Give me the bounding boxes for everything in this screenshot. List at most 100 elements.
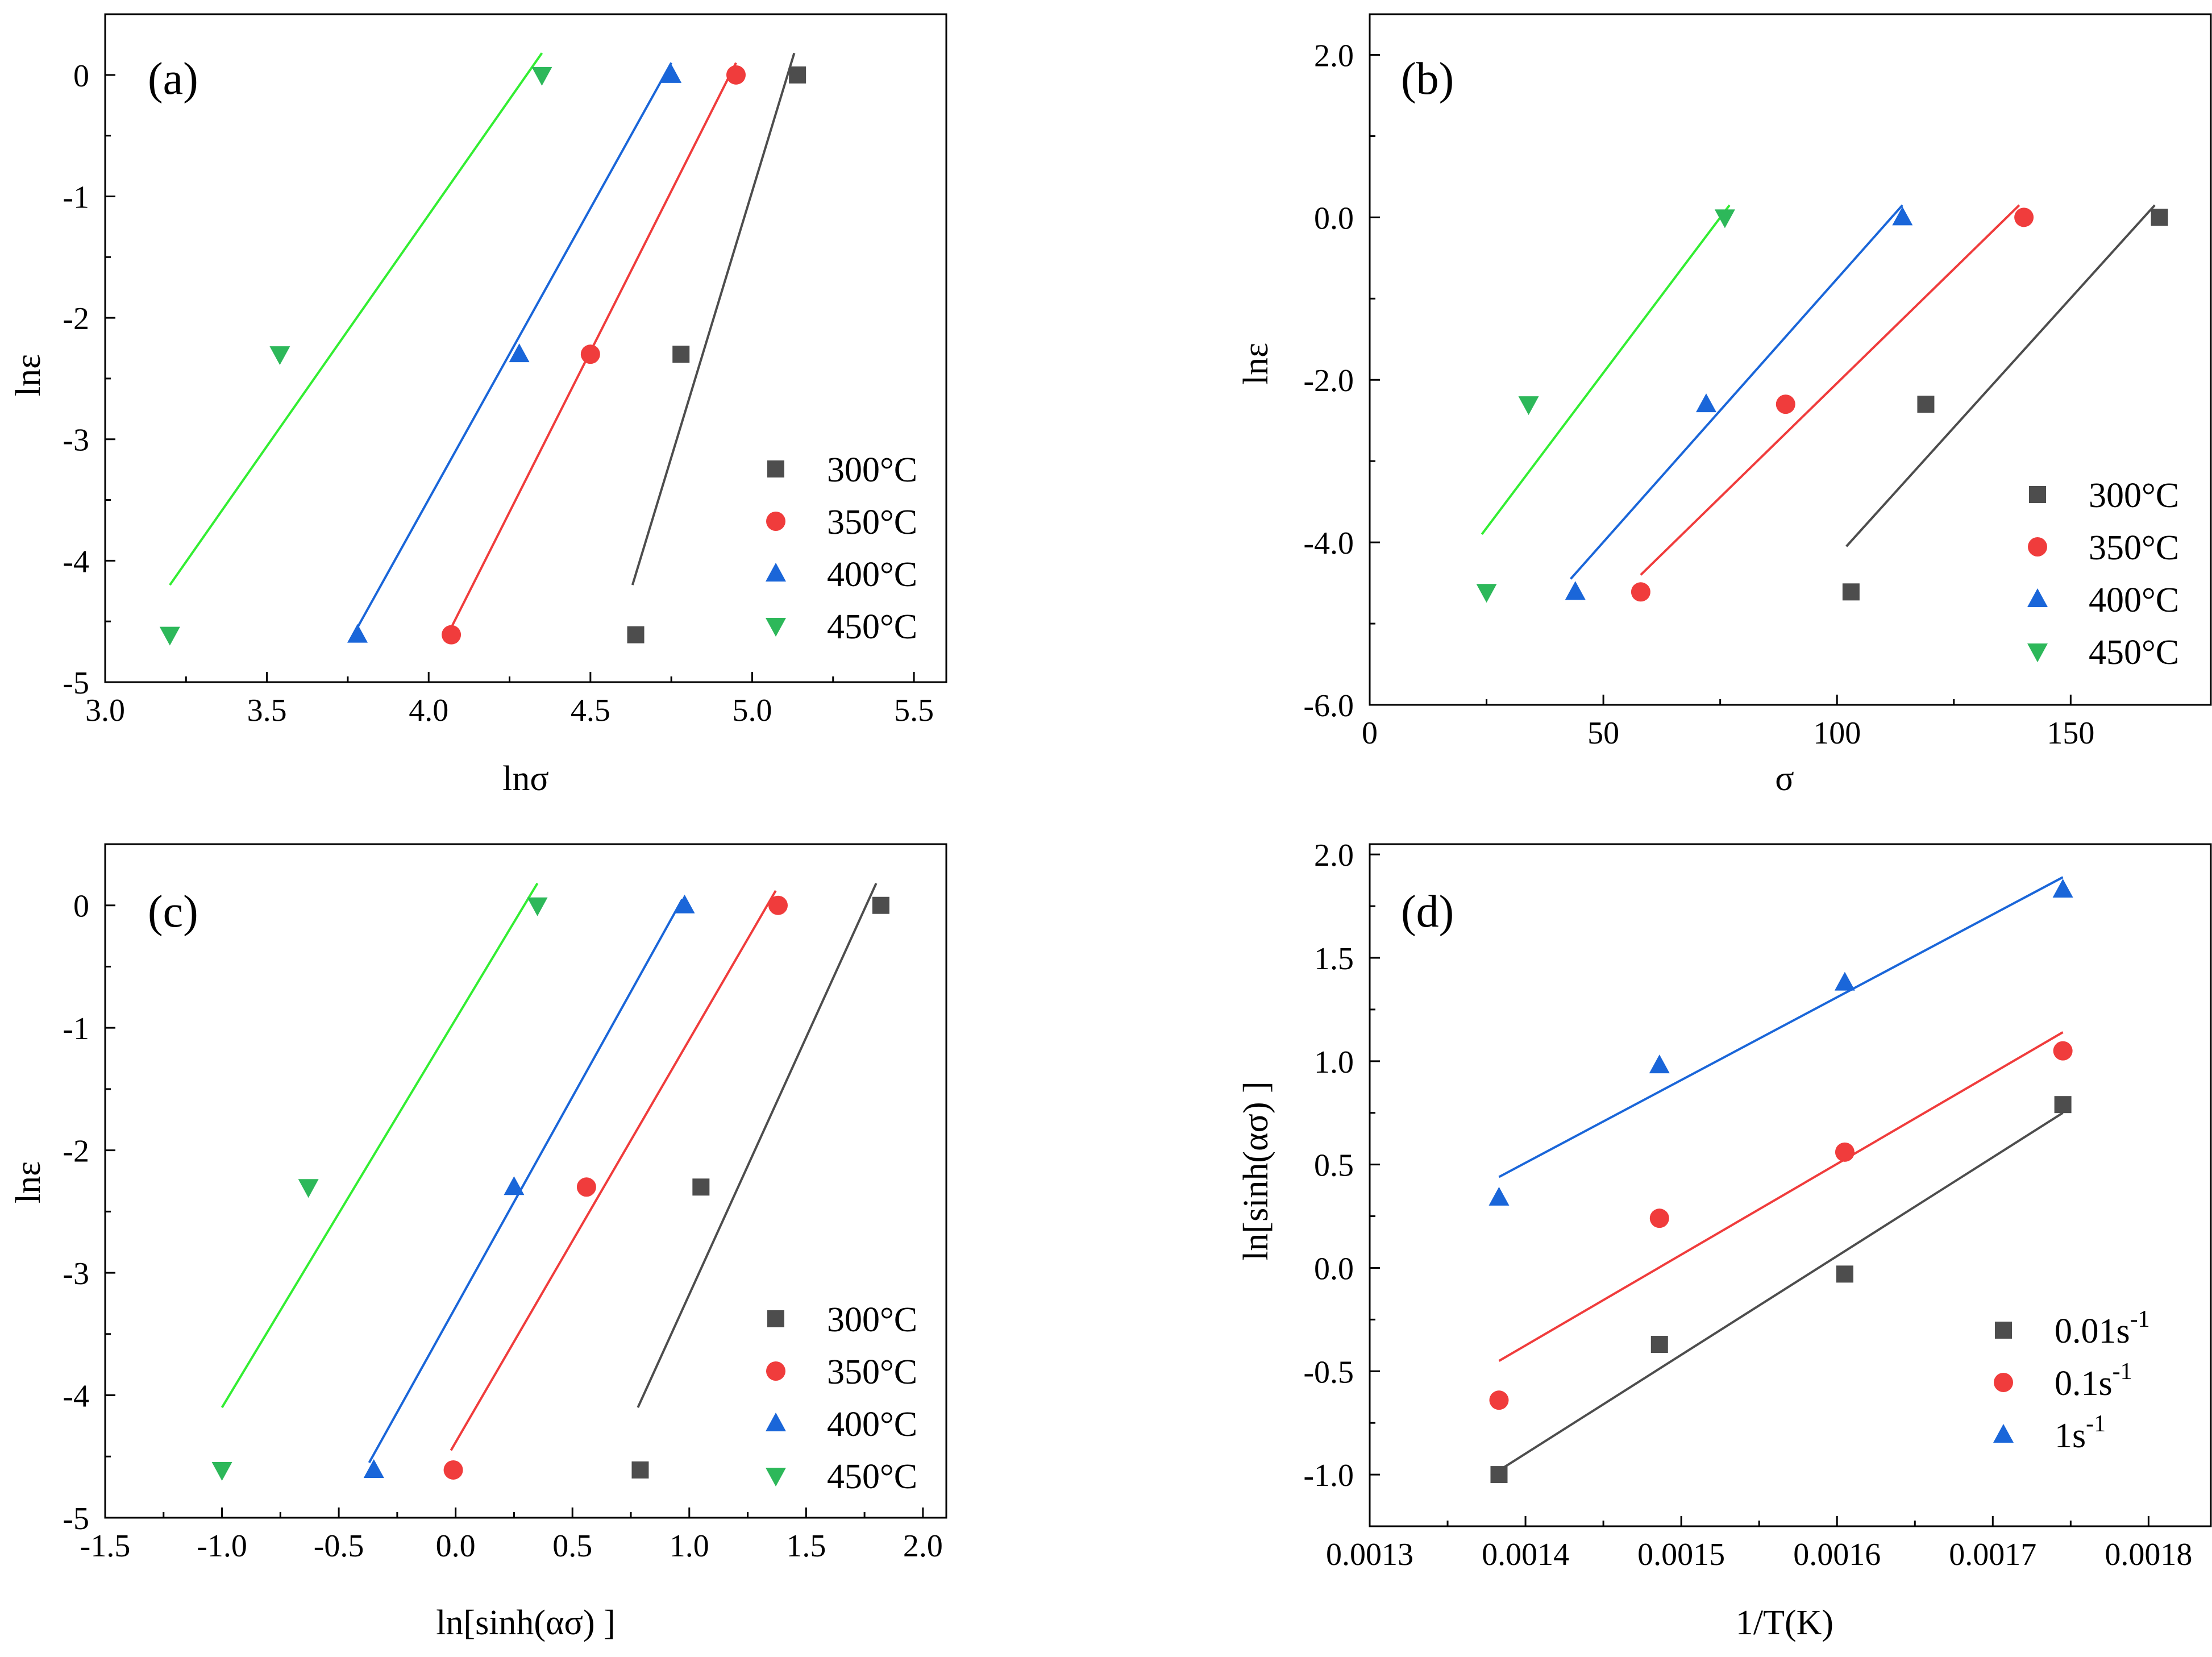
data-point	[1836, 1265, 1853, 1283]
y-axis-title: lnε	[1237, 343, 1275, 385]
chart-panel-c: -1.5 -1.0 -0.5 0.0 0.5 1.0 1.5 2.0 -5 -4 -3 -2 -1 0 ln…	[9, 843, 947, 1642]
legend-marker	[1993, 1424, 2014, 1443]
y-axis-title: lnε	[9, 354, 48, 396]
x-tick-label: 3.5	[247, 693, 287, 728]
legend-label: 300°C	[827, 1301, 917, 1339]
y-tick-label: -1	[63, 180, 89, 215]
y-tick-label: -6.0	[1303, 688, 1354, 724]
data-point	[363, 1459, 384, 1478]
plot-frame	[1369, 13, 2212, 706]
legend-label: 350°C	[2089, 529, 2179, 567]
data-point	[2053, 1041, 2073, 1061]
legend-entry: 0.01s-1	[1995, 1306, 2150, 1351]
fit-line	[1845, 204, 2156, 547]
legend-entry: 300°C	[767, 451, 917, 489]
x-tick-label: -0.5	[314, 1529, 364, 1564]
x-tick-label: 0.0013	[1326, 1537, 1413, 1572]
data-point	[509, 343, 530, 363]
series-2	[443, 890, 788, 1480]
fit-line	[1498, 1031, 2064, 1362]
plot-frame	[1369, 843, 2212, 1527]
legend-marker	[766, 1468, 786, 1486]
series-2	[442, 62, 746, 645]
legend-label: 350°C	[827, 1353, 917, 1392]
series-3	[363, 894, 695, 1478]
legend-marker	[2027, 643, 2048, 662]
fit-line	[169, 52, 543, 586]
fit-line	[1570, 204, 1903, 580]
legend-entry: 400°C	[2027, 581, 2179, 620]
y-tick-label: -5	[63, 666, 89, 701]
data-point	[1489, 1390, 1509, 1410]
legend-entry: 300°C	[767, 1301, 917, 1339]
legend-label: 300°C	[2089, 476, 2179, 515]
x-tick-label: 5.0	[732, 693, 772, 728]
data-point	[269, 346, 290, 366]
series-1	[1842, 204, 2168, 601]
data-point	[576, 1177, 596, 1197]
x-tick-label: 3.0	[85, 693, 125, 728]
y-tick-label: 0.0	[1314, 201, 1354, 236]
x-tick-label: -1.5	[80, 1529, 131, 1564]
x-tick-label: 100	[1813, 716, 1861, 751]
x-tick-label: 4.0	[409, 693, 448, 728]
legend-marker	[767, 1310, 784, 1327]
legend-marker	[766, 512, 785, 531]
y-tick-label: 0.5	[1314, 1148, 1354, 1183]
legend-entry: 350°C	[766, 1353, 917, 1392]
plot-frame	[104, 843, 947, 1519]
legend-marker	[2028, 537, 2047, 557]
x-tick-label: 5.5	[894, 693, 934, 728]
x-axis-title: lnσ	[502, 759, 549, 798]
x-tick-label: 0.0014	[1482, 1537, 1569, 1572]
fit-line	[450, 62, 737, 628]
y-tick-label: 0.0	[1314, 1251, 1354, 1286]
chart-panel-b: 0 50 100 150 -6.0 -4.0 -2.0 0.0 2.0 σ lnε (b) 300°C 3…	[1237, 13, 2212, 798]
legend-marker	[2029, 486, 2046, 503]
x-tick-label: 0.5	[552, 1529, 592, 1564]
y-tick-label: -0.5	[1303, 1355, 1354, 1390]
legend-label: 450°C	[827, 1457, 917, 1496]
data-point	[1518, 396, 1539, 416]
legend-marker	[1994, 1373, 2013, 1392]
legend-entry: 350°C	[2028, 529, 2179, 567]
legend-marker	[2027, 588, 2048, 607]
data-point	[443, 1460, 463, 1480]
data-point	[1714, 209, 1735, 229]
data-point	[2054, 1096, 2072, 1114]
x-tick-label: 0.0016	[1793, 1537, 1881, 1572]
data-point	[159, 626, 180, 646]
y-tick-label: -4	[63, 544, 89, 579]
legend-entry: 350°C	[766, 503, 917, 542]
legend-label: 400°C	[2089, 581, 2179, 620]
data-point	[672, 346, 690, 363]
data-point	[1476, 584, 1497, 603]
x-tick-label: 150	[2047, 716, 2094, 751]
legend-entry: 450°C	[766, 608, 917, 646]
fit-line	[1498, 876, 2064, 1178]
x-tick-label: 0	[1362, 716, 1378, 751]
y-axis-title: lnε	[9, 1161, 48, 1203]
x-tick-label: 0.0015	[1637, 1537, 1725, 1572]
series-4	[1476, 204, 1735, 603]
data-point	[872, 896, 889, 914]
legend-label: 400°C	[827, 1405, 917, 1444]
legend-label: 350°C	[827, 503, 917, 542]
legend-entry: 400°C	[766, 1405, 917, 1444]
data-point	[580, 344, 600, 364]
fit-line	[356, 62, 672, 628]
fit-line	[637, 883, 878, 1408]
data-point	[1649, 1054, 1670, 1074]
y-tick-label: -5	[63, 1501, 89, 1536]
legend-marker	[766, 618, 786, 637]
x-tick-label: 2.0	[903, 1529, 943, 1564]
data-point	[1649, 1209, 1669, 1228]
data-point	[442, 625, 461, 645]
panel-label: (d)	[1401, 887, 1454, 937]
y-tick-label: 0	[73, 59, 89, 94]
x-axis-title: ln[sinh(ασ) ]	[436, 1604, 616, 1642]
legend-entry: 450°C	[2027, 633, 2179, 672]
data-point	[789, 66, 806, 84]
legend-marker	[1995, 1322, 2012, 1339]
